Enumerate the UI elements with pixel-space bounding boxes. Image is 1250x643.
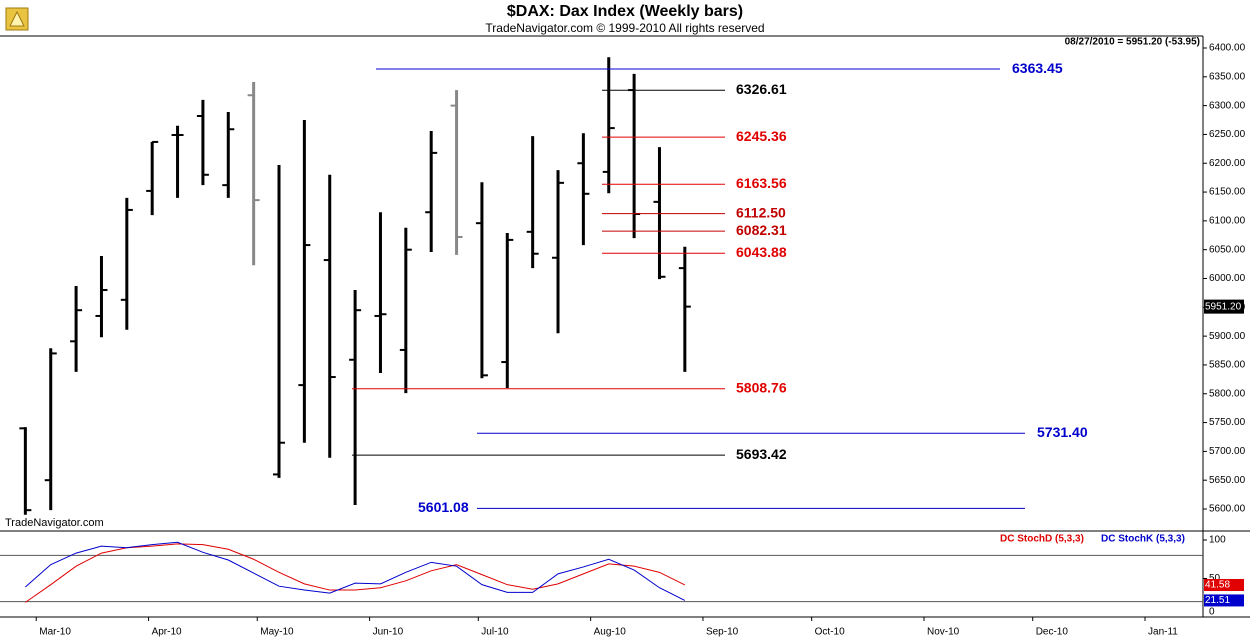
y-tick-label: 5650.00 <box>1209 475 1246 486</box>
chart-title: $DAX: Dax Index (Weekly bars) <box>507 3 743 20</box>
level-label: 5601.08 <box>418 499 469 515</box>
last-price-label: 5951.20 <box>1205 301 1242 312</box>
y-tick-label: 6250.00 <box>1209 129 1246 140</box>
level-label: 6363.45 <box>1012 60 1063 76</box>
x-tick-label: Jul-10 <box>481 627 509 638</box>
watermark: TradeNavigator.com <box>5 517 104 529</box>
level-label: 5731.40 <box>1037 424 1088 440</box>
y-tick-label: 6300.00 <box>1209 100 1246 111</box>
level-label: 5693.42 <box>736 446 787 462</box>
last-value-box <box>1204 578 1244 591</box>
y-tick-label: 6050.00 <box>1209 244 1246 255</box>
logo <box>5 7 29 31</box>
y-tick-label: 50 <box>1209 573 1221 584</box>
x-tick-label: Mar-10 <box>39 627 71 638</box>
level-label: 6043.88 <box>736 244 787 260</box>
x-tick-label: Dec-10 <box>1036 627 1069 638</box>
stoch-line <box>25 541 686 601</box>
y-tick-label: 5900.00 <box>1209 331 1246 342</box>
y-tick-label: 100 <box>1209 535 1226 546</box>
x-tick-label: Sep-10 <box>706 627 739 638</box>
x-tick-label: Aug-10 <box>594 627 627 638</box>
y-tick-label: 5750.00 <box>1209 417 1246 428</box>
level-label: 5808.76 <box>736 379 787 395</box>
stoch-line <box>25 543 686 603</box>
last-value-box <box>1204 594 1244 607</box>
x-tick-label: Jan-11 <box>1148 627 1178 638</box>
y-tick-label: 5600.00 <box>1209 504 1246 515</box>
level-label: 6082.31 <box>736 222 787 238</box>
info: 08/27/2010 = 5951.20 (-53.95) <box>1065 37 1200 48</box>
x-tick-label: Jun-10 <box>373 627 404 638</box>
legend-entry: DC StochD (5,3,3) <box>1000 534 1084 545</box>
level-label: 6163.56 <box>736 175 787 191</box>
level-label: 6112.50 <box>736 204 786 220</box>
y-tick-label: 6200.00 <box>1209 158 1246 169</box>
y-tick-label: 5800.00 <box>1209 388 1246 399</box>
x-tick-label: Oct-10 <box>815 627 845 638</box>
x-tick-label: Nov-10 <box>927 627 960 638</box>
chart-subtitle: TradeNavigator.com © 1999-2010 All right… <box>485 21 764 35</box>
y-tick-label: 6350.00 <box>1209 71 1246 82</box>
y-tick-label: 5700.00 <box>1209 446 1246 457</box>
last-value-label: 41.58 <box>1205 580 1230 591</box>
y-tick-label: 6150.00 <box>1209 187 1246 198</box>
x-tick-label: May-10 <box>260 627 294 638</box>
level-label: 6326.61 <box>736 81 787 97</box>
level-label: 6245.36 <box>736 128 787 144</box>
y-tick-label: 5850.00 <box>1209 360 1246 371</box>
legend-entry: DC StochK (5,3,3) <box>1101 534 1185 545</box>
y-tick-label: 0 <box>1209 607 1215 618</box>
x-tick-label: Apr-10 <box>152 627 182 638</box>
last-value-label: 21.51 <box>1205 595 1230 606</box>
y-tick-label: 6000.00 <box>1209 273 1246 284</box>
last-price-box <box>1204 299 1244 314</box>
y-tick-label: 6100.00 <box>1209 216 1246 227</box>
y-tick-label: 6400.00 <box>1209 43 1246 54</box>
